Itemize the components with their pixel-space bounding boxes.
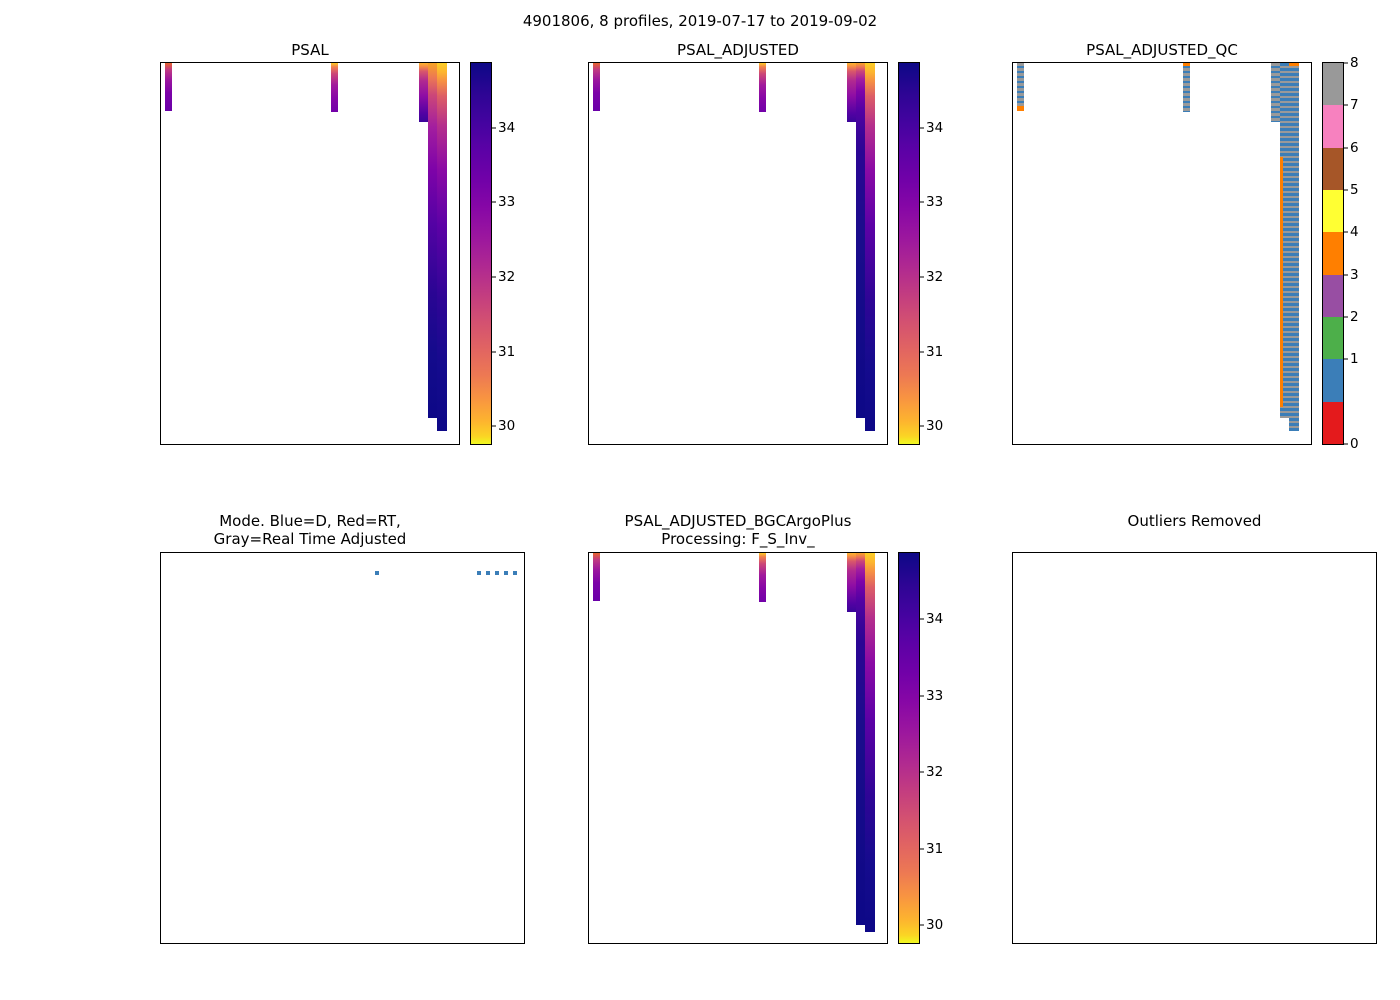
profile-column bbox=[437, 63, 448, 431]
psal-adjusted-qc-title: PSAL_ADJUSTED_QC bbox=[1086, 41, 1238, 59]
psal-adjusted-colorbar[interactable]: 34 33 32 31 30 bbox=[898, 62, 943, 445]
mode-axes[interactable]: Delayed Mode Real Time Adjusted Real Tim… bbox=[160, 552, 525, 944]
bgc-colorbar[interactable]: 34 33 32 31 30 bbox=[898, 552, 943, 944]
profile-column bbox=[592, 553, 601, 601]
mode-point bbox=[513, 570, 518, 575]
profile-column bbox=[428, 63, 438, 419]
qc-column-flag4 bbox=[1280, 157, 1284, 408]
profile-column bbox=[856, 553, 866, 642]
qc-column bbox=[1280, 63, 1290, 419]
bgc-title-line2: Processing: F_S_Inv_ bbox=[661, 529, 815, 548]
psal-adjusted-axes[interactable]: 0 200 400 600 800 1000 0.54 0.56 0.58 0.… bbox=[588, 62, 888, 445]
psal-title: PSAL bbox=[291, 41, 329, 59]
profile-column bbox=[856, 151, 866, 419]
profile-column bbox=[759, 553, 766, 603]
mode-point bbox=[374, 570, 379, 575]
qc-column-step bbox=[1289, 432, 1294, 438]
qc-column-flag4 bbox=[1183, 63, 1190, 66]
qc-column-flag4 bbox=[1289, 63, 1300, 67]
profile-column bbox=[419, 63, 428, 123]
qc-column bbox=[1271, 63, 1280, 123]
profile-column-step bbox=[437, 432, 442, 438]
profile-column-step bbox=[856, 924, 861, 933]
profile-column bbox=[856, 63, 866, 152]
profile-column-step bbox=[860, 931, 866, 936]
qc-swatch-8 bbox=[1323, 63, 1343, 106]
profile-column bbox=[847, 63, 856, 123]
profile-column bbox=[865, 63, 876, 431]
figure-suptitle: 4901806, 8 profiles, 2019-07-17 to 2019-… bbox=[522, 12, 878, 30]
mode-point bbox=[476, 570, 481, 575]
profile-column-step bbox=[865, 935, 870, 940]
mode-point bbox=[494, 570, 499, 575]
profile-column-step bbox=[432, 427, 438, 433]
mode-title: Mode. Blue=D, Red=RT, Gray=Real Time Adj… bbox=[160, 512, 460, 548]
qc-swatch-6 bbox=[1323, 147, 1343, 190]
psal-axes[interactable]: 0 200 400 600 800 1000 0.54 0.56 0.58 0.… bbox=[160, 62, 460, 445]
psal-colorbar[interactable]: 34 33 32 31 30 bbox=[470, 62, 515, 445]
bgc-title: PSAL_ADJUSTED_BGCArgoPlus Processing: F_… bbox=[588, 512, 888, 548]
mode-title-line2: Gray=Real Time Adjusted bbox=[213, 529, 407, 548]
qc-swatch-1 bbox=[1323, 359, 1343, 402]
qc-column-step bbox=[1280, 418, 1285, 428]
profile-column-step bbox=[865, 432, 870, 438]
mode-point bbox=[504, 570, 509, 575]
profile-column bbox=[331, 63, 338, 113]
qc-column bbox=[1016, 63, 1025, 111]
qc-colorbar[interactable]: 8 7 6 5 4 3 2 1 0 bbox=[1322, 55, 1359, 452]
bgc-axes[interactable]: 0 200 400 600 800 1000 0.54 0.56 0.58 0.… bbox=[588, 552, 888, 944]
outliers-title: Outliers Removed bbox=[1127, 512, 1262, 530]
qc-swatch-2 bbox=[1323, 317, 1343, 360]
profile-column-step bbox=[428, 418, 433, 428]
psal-adjusted-title: PSAL_ADJUSTED bbox=[677, 41, 799, 59]
profile-column bbox=[164, 63, 173, 111]
qc-swatch-0 bbox=[1323, 401, 1343, 444]
profile-column bbox=[759, 63, 766, 113]
psal-adjusted-qc-axes[interactable]: 0 200 400 600 800 1000 0.54 0.56 0.58 0.… bbox=[1012, 62, 1312, 445]
profile-column bbox=[856, 641, 866, 925]
profile-column-step bbox=[860, 427, 866, 433]
qc-swatch-7 bbox=[1323, 105, 1343, 148]
profile-column bbox=[592, 63, 601, 111]
bgc-title-line1: PSAL_ADJUSTED_BGCArgoPlus bbox=[624, 512, 852, 530]
profile-column bbox=[847, 553, 856, 612]
outliers-axes[interactable]: 0 200 400 600 800 1000 0.550 0.575 0.600… bbox=[1012, 552, 1377, 944]
qc-column bbox=[1183, 63, 1190, 113]
qc-column bbox=[1289, 63, 1300, 431]
qc-swatch-4 bbox=[1323, 232, 1343, 275]
qc-swatch-3 bbox=[1323, 274, 1343, 317]
mode-point bbox=[485, 570, 490, 575]
profile-column-step bbox=[856, 418, 861, 428]
qc-swatch-5 bbox=[1323, 189, 1343, 233]
mode-title-line1: Mode. Blue=D, Red=RT, bbox=[219, 512, 401, 530]
qc-column-flag4 bbox=[1016, 105, 1025, 111]
qc-column-step bbox=[1284, 427, 1290, 433]
profile-column bbox=[865, 553, 876, 933]
